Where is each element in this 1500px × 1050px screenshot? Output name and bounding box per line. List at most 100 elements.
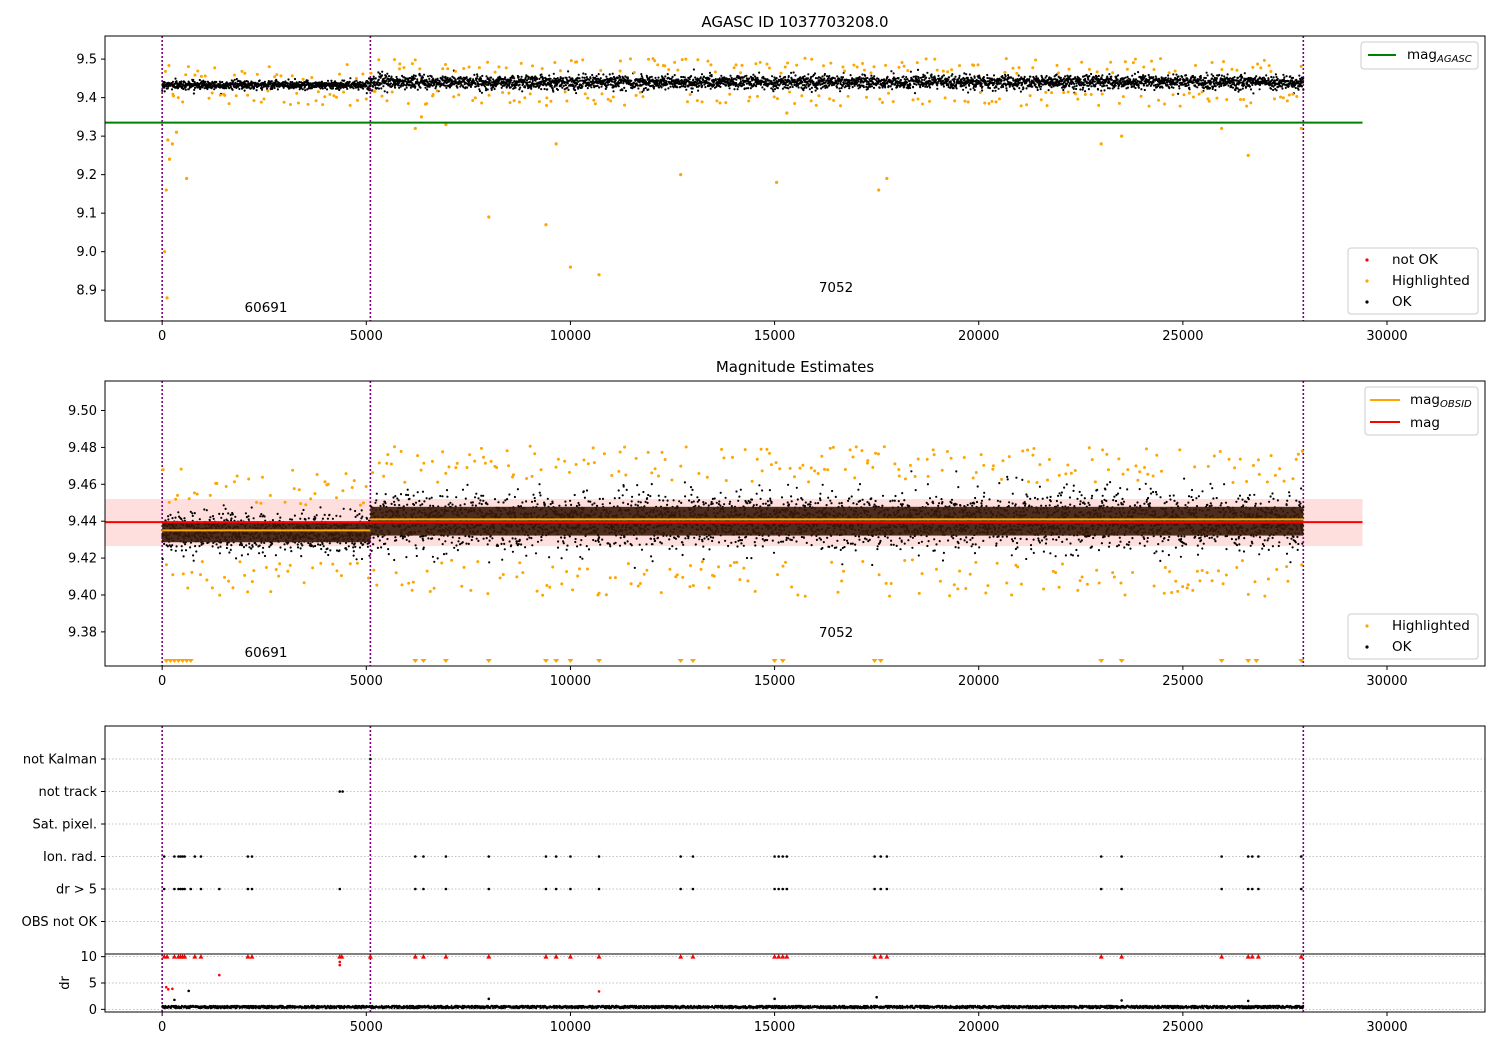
flag-point	[1120, 887, 1123, 891]
clipped-marker	[412, 659, 419, 663]
highlighted-point	[991, 464, 995, 468]
highlighted-point	[176, 96, 180, 100]
highlighted-point	[1168, 570, 1172, 574]
highlighted-point	[646, 450, 650, 454]
highlighted-point	[656, 63, 660, 67]
highlighted-point	[1073, 469, 1077, 473]
highlighted-point	[1159, 57, 1163, 61]
highlighted-point	[1087, 67, 1091, 71]
highlighted-point	[323, 95, 327, 99]
highlighted-point	[884, 63, 888, 67]
highlighted-point	[1286, 579, 1290, 583]
highlighted-point	[946, 70, 950, 74]
highlighted-point	[829, 61, 833, 65]
highlighted-point	[659, 591, 663, 595]
clipped-marker	[485, 659, 492, 663]
highlighted-point	[511, 473, 515, 477]
highlighted-point	[1136, 478, 1140, 482]
highlighted-point	[1263, 594, 1267, 598]
highlighted-point	[852, 63, 856, 67]
highlighted-point	[1191, 95, 1195, 99]
highlighted-point	[164, 563, 168, 567]
highlighted-point	[1007, 455, 1011, 459]
highlighted-point	[713, 70, 717, 74]
highlighted-point	[1225, 98, 1229, 102]
highlighted-point	[861, 62, 865, 66]
flag-point	[873, 855, 876, 858]
highlighted-point	[670, 478, 674, 482]
flag-labels: not Kalman not track Sat. pixel. Ion. rad. d…	[22, 753, 105, 930]
highlighted-point	[540, 67, 544, 71]
highlighted-point	[675, 573, 679, 577]
highlighted-point	[755, 457, 759, 461]
clipped-marker	[171, 659, 178, 663]
highlighted-point	[820, 454, 824, 458]
flag-label: OBS not OK	[22, 915, 98, 930]
highlighted-point	[407, 581, 411, 585]
highlighted-point	[983, 101, 987, 105]
highlighted-point	[315, 473, 319, 477]
highlighted-point	[1231, 480, 1235, 484]
highlighted-point	[956, 587, 960, 591]
dr-capped-marker	[784, 954, 790, 959]
y-tick-label: 9.38	[68, 625, 97, 640]
flag-point	[773, 887, 776, 891]
highlighted-point	[548, 585, 552, 589]
panel-mag-frame	[104, 380, 1486, 667]
highlighted-point	[218, 593, 222, 597]
x-tick-label: 30000	[1366, 1020, 1407, 1035]
dr-capped-marker	[192, 954, 198, 959]
highlighted-point	[934, 567, 938, 571]
x-tick-label: 30000	[1366, 329, 1407, 344]
highlighted-point	[1215, 96, 1219, 100]
highlighted-point	[1205, 571, 1209, 575]
highlighted-point	[722, 456, 726, 460]
highlighted-point	[537, 100, 541, 104]
highlighted-outlier	[597, 273, 601, 277]
flag-point	[1220, 887, 1223, 891]
x-tick-label: 15000	[754, 674, 795, 689]
highlighted-point	[1257, 472, 1261, 476]
highlighted-point	[963, 99, 967, 103]
highlighted-point	[1235, 68, 1239, 72]
highlighted-point	[1078, 579, 1082, 583]
clipped-marker	[596, 659, 603, 663]
highlighted-point	[504, 66, 508, 70]
clipped-marker	[567, 659, 574, 663]
highlighted-point	[1121, 95, 1125, 99]
flag-point	[341, 790, 344, 793]
highlighted-point	[505, 449, 509, 453]
highlighted-point	[192, 491, 196, 495]
highlighted-point	[313, 492, 317, 496]
highlighted-outlier	[167, 157, 172, 161]
highlighted-point	[915, 61, 919, 65]
highlighted-point	[1017, 66, 1021, 70]
dr-capped-marker	[164, 954, 170, 959]
highlighted-point	[691, 584, 695, 588]
highlighted-point	[1089, 93, 1093, 97]
highlighted-point	[382, 474, 386, 478]
highlighted-point	[634, 93, 638, 97]
highlighted-point	[1028, 94, 1032, 98]
highlighted-point	[814, 103, 818, 107]
highlighted-point	[1171, 93, 1175, 97]
highlighted-point	[1039, 98, 1043, 102]
highlighted-point	[489, 459, 493, 463]
highlighted-point	[809, 466, 813, 470]
highlighted-point	[1251, 65, 1255, 69]
highlighted-point	[1181, 585, 1185, 589]
highlighted-point	[958, 569, 962, 573]
highlighted-outlier	[885, 176, 889, 181]
dr-point-red	[218, 973, 221, 977]
scatter-points	[161, 68, 1305, 95]
highlighted-point	[1300, 563, 1304, 567]
highlighted-point	[523, 96, 527, 100]
highlighted-point	[161, 468, 165, 472]
highlighted-point	[1185, 586, 1189, 590]
highlighted-point	[1032, 446, 1036, 450]
x-tick-label: 25000	[1162, 1020, 1203, 1035]
highlighted-point	[554, 465, 558, 469]
highlighted-point	[469, 588, 473, 592]
highlighted-point	[1031, 453, 1035, 457]
highlighted-point	[304, 503, 308, 507]
